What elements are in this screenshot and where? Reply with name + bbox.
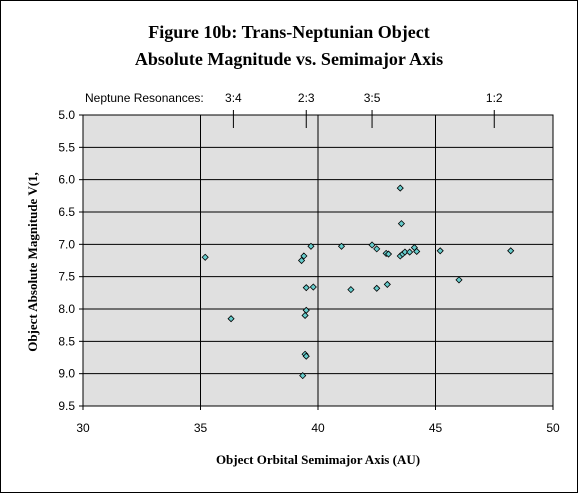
data-point	[347, 286, 355, 294]
data-point	[455, 276, 463, 284]
data-point	[368, 241, 376, 249]
data-point	[413, 247, 421, 256]
resonance-title: Neptune Resonances:	[85, 91, 204, 105]
data-point	[406, 248, 414, 256]
x-tick-label: 50	[546, 421, 560, 435]
data-point	[309, 283, 317, 291]
data-point	[383, 280, 391, 288]
data-point	[201, 253, 209, 261]
y-tick-label: 5.0	[58, 108, 75, 122]
resonance-label: 2:3	[298, 91, 315, 105]
x-axis-title: Object Orbital Semimajor Axis (AU)	[216, 452, 420, 467]
y-tick-label: 6.5	[58, 205, 75, 219]
data-point	[507, 247, 515, 255]
x-axis-ticks: 30 35 40 45 50	[76, 406, 560, 435]
y-tick-label: 7.5	[58, 270, 75, 284]
chart-subtitle: Absolute Magnitude vs. Semimajor Axis	[134, 49, 444, 69]
data-point	[337, 242, 346, 250]
data-point	[384, 250, 393, 258]
y-tick-label: 8.5	[58, 334, 75, 348]
resonance-label: 1:2	[486, 91, 503, 105]
data-point	[397, 220, 405, 228]
y-tick-label: 9.0	[58, 367, 75, 381]
chart-title: Figure 10b: Trans-Neptunian Object	[148, 22, 430, 42]
x-tick-label: 45	[429, 421, 443, 435]
data-point	[401, 248, 409, 256]
y-tick-label: 5.5	[58, 140, 75, 154]
data-point	[299, 372, 307, 380]
data-point	[302, 284, 310, 292]
x-tick-label: 35	[194, 421, 208, 435]
resonance-label: 3:4	[225, 91, 242, 105]
x-tick-label: 40	[311, 421, 325, 435]
resonance-label: 3:5	[364, 91, 381, 105]
y-tick-label: 8.0	[58, 302, 75, 316]
y-axis-ticks: 5.0 5.5 6.0 6.5 7.0 7.5 8.0 8.5 9.0 9.5	[58, 108, 83, 413]
data-point	[300, 252, 308, 260]
grid-lines	[83, 115, 553, 406]
data-point	[307, 242, 315, 250]
resonance-markers: Neptune Resonances: 3:4 2:3 3:5 1:2	[85, 91, 503, 128]
y-axis-title: Object Absolute Magnitude V(1,	[25, 172, 40, 352]
y-tick-label: 7.0	[58, 237, 75, 251]
data-point	[227, 315, 235, 323]
data-point	[301, 311, 309, 320]
x-tick-label: 30	[76, 421, 90, 435]
y-tick-label: 9.5	[58, 399, 75, 413]
data-point	[302, 352, 310, 360]
data-points	[201, 184, 515, 380]
data-point	[396, 184, 404, 192]
data-point	[297, 256, 306, 265]
y-tick-label: 6.0	[58, 173, 75, 187]
data-point	[373, 284, 381, 292]
data-point	[373, 245, 381, 253]
data-point	[436, 247, 444, 255]
